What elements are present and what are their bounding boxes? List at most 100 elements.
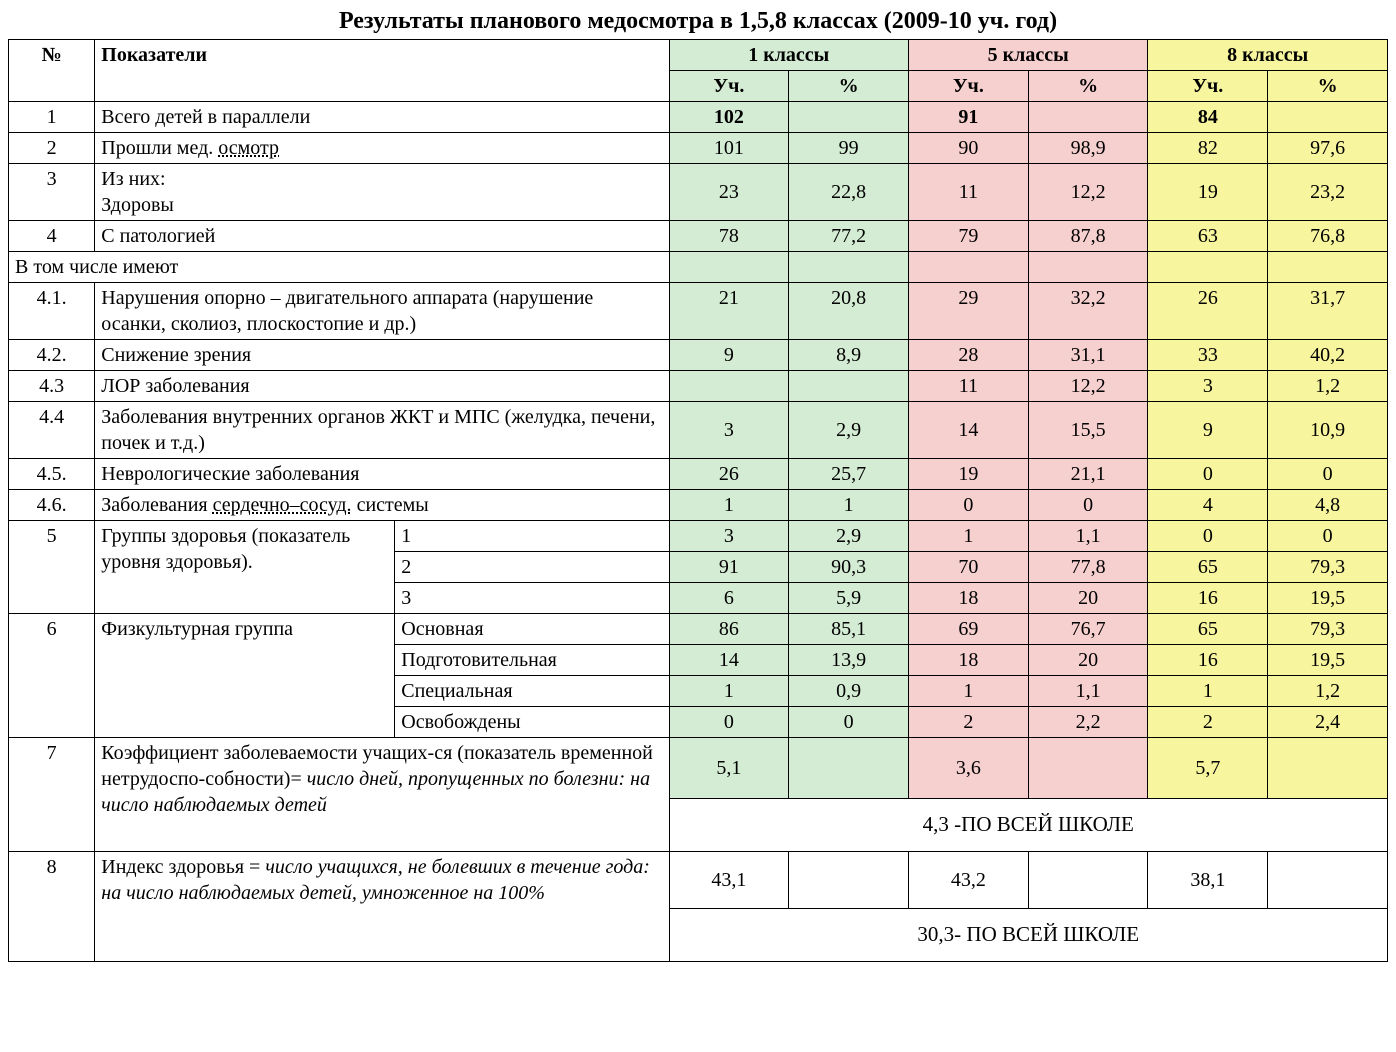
cell: 29 [908,283,1028,340]
row-label: Всего детей в параллели [95,102,669,133]
row-num: 4.4 [9,402,95,459]
cell: 1 [908,676,1028,707]
col-5-uch: Уч. [908,71,1028,102]
cell: 20,8 [789,283,909,340]
row-label: Заболевания внутренних органов ЖКТ и МПС… [95,402,669,459]
col-5-pct: % [1028,71,1148,102]
cell: 2 [908,707,1028,738]
row-label: Из них: Здоровы [95,164,669,221]
cell [1028,738,1148,799]
label-text-dash: осмотр [218,137,279,159]
cell [1028,102,1148,133]
cell: 90 [908,133,1028,164]
cell: 20 [1028,645,1148,676]
row-label: С патологией [95,221,669,252]
label-text: Здоровы [101,194,174,216]
cell: 18 [908,583,1028,614]
cell: 3 [669,402,789,459]
cell: 5,9 [789,583,909,614]
cell: 98,9 [1028,133,1148,164]
cell: 79,3 [1268,614,1388,645]
table-row: 4.3 ЛОР заболевания 11 12,2 3 1,2 [9,371,1388,402]
col-group-8: 8 классы [1148,40,1388,71]
label-text-dash: сердечно–сосуд. [213,494,352,516]
cell: 1,2 [1268,676,1388,707]
cell: 12,2 [1028,164,1148,221]
cell: 26 [1148,283,1268,340]
cell: 12,2 [1028,371,1148,402]
cell [789,852,909,909]
sub-label: Специальная [395,676,669,707]
cell: 2,9 [789,521,909,552]
cell: 40,2 [1268,340,1388,371]
col-num-header: № [9,40,95,102]
table-row: 4.5. Неврологические заболевания 26 25,7… [9,459,1388,490]
cell [1028,252,1148,283]
cell: 22,8 [789,164,909,221]
cell [789,738,909,799]
cell: 0 [1148,521,1268,552]
table-row: 3 Из них: Здоровы 23 22,8 11 12,2 19 23,… [9,164,1388,221]
cell: 21,1 [1028,459,1148,490]
sub-label: Основная [395,614,669,645]
cell: 5,1 [669,738,789,799]
cell: 76,7 [1028,614,1148,645]
cell [1268,102,1388,133]
row-num: 4 [9,221,95,252]
cell: 79 [908,221,1028,252]
cell: 19,5 [1268,645,1388,676]
cell [908,252,1028,283]
sub-label: Подготовительная [395,645,669,676]
table-row: 4.1. Нарушения опорно – двигательного ап… [9,283,1388,340]
row-label: Группы здоровья (показатель уровня здоро… [95,521,395,614]
sub-label: Освобождены [395,707,669,738]
cell: 38,1 [1148,852,1268,909]
school-note: 30,3- ПО ВСЕЙ ШКОЛЕ [669,909,1387,962]
cell: 90,3 [789,552,909,583]
row-label: Снижение зрения [95,340,669,371]
cell: 85,1 [789,614,909,645]
cell: 1 [789,490,909,521]
cell: 11 [908,164,1028,221]
cell: 19 [908,459,1028,490]
table-row: 4.2. Снижение зрения 9 8,9 28 31,1 33 40… [9,340,1388,371]
label-text: Заболевания [101,494,212,516]
row-label: Прошли мед. осмотр [95,133,669,164]
row-num: 7 [9,738,95,852]
cell: 3 [1148,371,1268,402]
cell [1268,252,1388,283]
row-label: Неврологические заболевания [95,459,669,490]
label-text: Индекс здоровья = [101,856,265,878]
cell: 33 [1148,340,1268,371]
col-1-pct: % [789,71,909,102]
cell: 1 [908,521,1028,552]
row-num: 6 [9,614,95,738]
table-row: 4.4 Заболевания внутренних органов ЖКТ и… [9,402,1388,459]
cell: 31,1 [1028,340,1148,371]
row-label: Индекс здоровья = число учащихся, не бол… [95,852,669,962]
cell: 2,9 [789,402,909,459]
cell: 0 [789,707,909,738]
cell: 28 [908,340,1028,371]
cell: 0 [1268,459,1388,490]
table-row: 8 Индекс здоровья = число учащихся, не б… [9,852,1388,909]
cell: 65 [1148,552,1268,583]
cell: 4 [1148,490,1268,521]
table-row: 4 С патологией 78 77,2 79 87,8 63 76,8 [9,221,1388,252]
col-group-1: 1 классы [669,40,908,71]
cell: 4,8 [1268,490,1388,521]
cell: 2 [1148,707,1268,738]
row-label: ЛОР заболевания [95,371,669,402]
cell [1268,738,1388,799]
cell [789,102,909,133]
label-text: Прошли мед. [101,137,218,159]
cell: 0 [1148,459,1268,490]
cell: 99 [789,133,909,164]
cell: 86 [669,614,789,645]
cell: 1 [669,490,789,521]
cell: 13,9 [789,645,909,676]
cell: 1,1 [1028,521,1148,552]
cell: 10,9 [1268,402,1388,459]
cell: 21 [669,283,789,340]
cell: 1,1 [1028,676,1148,707]
